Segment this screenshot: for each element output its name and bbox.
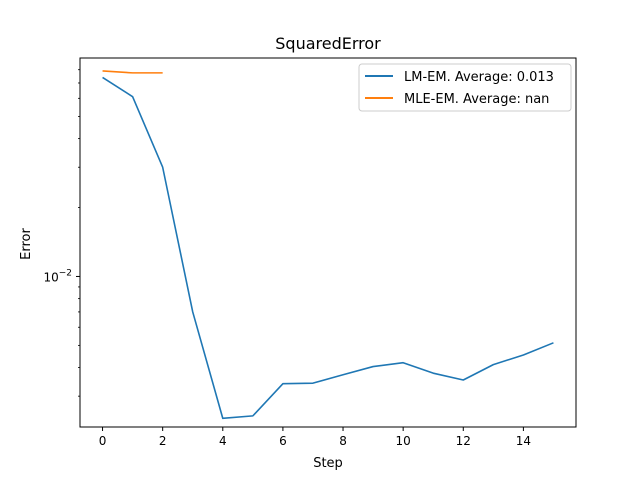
series-lines — [102, 70, 554, 420]
y-axis: 10−2 — [43, 69, 80, 397]
x-axis-label: Step — [313, 456, 343, 471]
chart-title: SquaredError — [275, 34, 381, 53]
y-tick-label: 10−2 — [43, 268, 72, 284]
x-tick-label: 8 — [339, 434, 347, 448]
x-tick-label: 12 — [456, 434, 471, 448]
series-line-0 — [102, 76, 554, 420]
x-tick-label: 4 — [219, 434, 227, 448]
x-tick-label: 2 — [159, 434, 167, 448]
x-tick-label: 6 — [279, 434, 287, 448]
legend-box — [358, 63, 572, 112]
legend: LM-EM. Average: 0.013 MLE-EM. Average: n… — [358, 63, 572, 112]
y-axis-label: Error — [19, 228, 34, 260]
x-tick-label: 10 — [396, 434, 411, 448]
plot-area — [79, 57, 577, 428]
plot-frame — [79, 57, 577, 428]
x-axis: 0 2 4 6 8 10 12 14 — [99, 427, 531, 448]
x-tick-label: 14 — [516, 434, 531, 448]
x-tick-label: 0 — [99, 434, 107, 448]
series-line-1 — [102, 70, 163, 74]
legend-label-lm-em: LM-EM. Average: 0.013 — [404, 70, 554, 85]
legend-label-mle-em: MLE-EM. Average: nan — [404, 92, 549, 107]
